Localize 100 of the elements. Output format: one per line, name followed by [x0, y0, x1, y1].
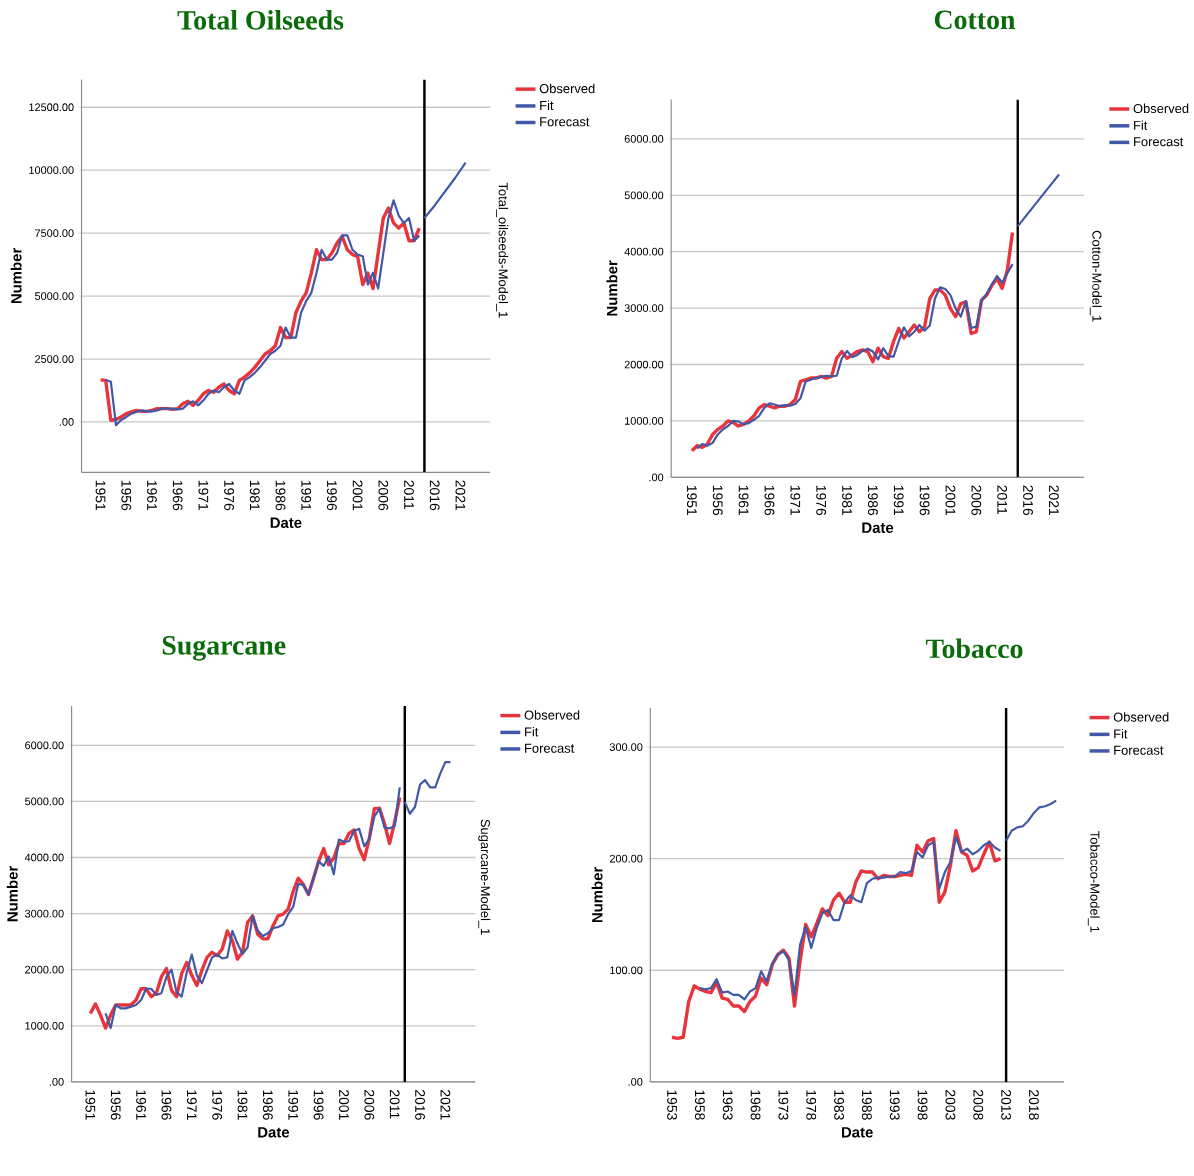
- legend-label: Forecast: [1134, 137, 1184, 147]
- y-tick-label: 4000.00: [24, 853, 64, 862]
- x-tick-label: 1986: [275, 480, 286, 510]
- x-tick-label: 1996: [919, 485, 930, 515]
- legend-label: Observed: [1133, 103, 1189, 113]
- text: Total_oilseeds-Model_1: [496, 182, 509, 318]
- y-tick-label: .00: [49, 1077, 64, 1086]
- text: Sugarcane-Model_1: [478, 819, 491, 935]
- legend-label: Observed: [524, 710, 580, 720]
- x-tick-label: 1983: [834, 1090, 844, 1120]
- y-tick-label: 2000.00: [624, 360, 664, 369]
- x-tick-label: 1986: [262, 1090, 273, 1120]
- x-tick-label: 2001: [352, 480, 363, 510]
- legend-label: Forecast: [540, 117, 590, 127]
- x-tick-label: 1986: [867, 485, 878, 515]
- x-tick-label: 1968: [750, 1090, 761, 1120]
- chart-title: Tobacco: [925, 638, 1023, 658]
- legend-label: Forecast: [1114, 745, 1164, 755]
- x-tick-label: 1993: [889, 1090, 900, 1120]
- x-tick-label: 1973: [778, 1090, 789, 1120]
- y-tick-label: 6000.00: [624, 134, 664, 143]
- x-tick-label: 1981: [842, 485, 852, 515]
- x-tick-label: 1963: [722, 1090, 733, 1120]
- y-tick-label: 5000.00: [624, 191, 664, 200]
- y-tick-label: 2500.00: [35, 354, 74, 363]
- line-series: [698, 836, 1002, 1001]
- x-tick-label: 1978: [806, 1090, 817, 1120]
- x-tick-label: 1971: [790, 485, 801, 515]
- x-tick-label: 1961: [738, 485, 749, 515]
- chart-title: Cotton: [934, 10, 1016, 30]
- y-tick-label: 1000.00: [25, 1021, 64, 1030]
- legend-label: Forecast: [525, 743, 575, 753]
- x-tick-label: 1991: [301, 480, 312, 510]
- y-tick-label: 4000.00: [624, 247, 664, 256]
- legend-label: Fit: [1134, 120, 1148, 130]
- x-tick-label: 1981: [249, 480, 260, 510]
- y-axis-title: Number: [591, 866, 603, 922]
- x-tick-label: 1956: [712, 485, 723, 515]
- x-tick-label: 2006: [378, 480, 389, 510]
- y-tick-label: 7500.00: [35, 229, 74, 237]
- x-tick-label: 2016: [1023, 485, 1033, 515]
- x-tick-label: 2001: [339, 1089, 349, 1120]
- x-tick-label: 2003: [945, 1089, 956, 1120]
- x-tick-label: 2021: [455, 480, 466, 510]
- x-tick-label: 1958: [694, 1090, 705, 1120]
- line-series: [403, 760, 452, 815]
- legend-label: Fit: [1114, 728, 1128, 739]
- y-tick-label: .00: [649, 473, 664, 482]
- x-tick-label: 1953: [667, 1090, 677, 1120]
- x-tick-label: 1966: [161, 1090, 172, 1120]
- y-tick-label: 2000.00: [25, 965, 64, 974]
- x-tick-label: 2011: [997, 485, 1008, 514]
- line-series: [1016, 173, 1061, 228]
- text: Cotton-Model_1: [1089, 230, 1102, 322]
- x-tick-label: 2001: [945, 485, 956, 515]
- x-axis-title: Date: [841, 1126, 873, 1138]
- x-tick-label: 2011: [389, 1089, 400, 1119]
- y-tick-label: 300.00: [609, 743, 643, 751]
- line-series: [1004, 799, 1058, 842]
- x-tick-label: 1998: [917, 1090, 928, 1120]
- legend-label: Observed: [1113, 712, 1169, 722]
- x-tick-label: 2016: [415, 1089, 425, 1120]
- x-tick-label: 1961: [147, 480, 157, 510]
- x-tick-label: 1971: [198, 480, 209, 510]
- chart-title: Sugarcane: [162, 635, 286, 661]
- x-axis-title: Date: [862, 522, 894, 533]
- y-tick-label: 1000.00: [625, 416, 664, 425]
- legend-label: Observed: [539, 83, 595, 94]
- x-tick-label: 1976: [224, 480, 235, 510]
- x-tick-label: 2008: [973, 1089, 984, 1120]
- x-tick-label: 1951: [85, 1090, 96, 1120]
- x-tick-label: 1951: [95, 480, 106, 510]
- x-axis-title: Date: [270, 517, 302, 528]
- y-tick-label: 12500.00: [29, 103, 74, 111]
- x-tick-label: 1971: [186, 1090, 197, 1120]
- x-tick-label: 1991: [893, 485, 904, 515]
- y-axis-title: Number: [606, 260, 618, 316]
- y-tick-label: 100.00: [610, 966, 643, 974]
- x-tick-label: 1976: [816, 485, 827, 515]
- x-tick-label: 2006: [971, 485, 982, 515]
- x-tick-label: 1956: [110, 1090, 121, 1120]
- y-axis-title: Number: [10, 247, 22, 303]
- x-tick-label: 2006: [364, 1089, 375, 1120]
- x-tick-label: 1981: [237, 1090, 248, 1120]
- y-axis-title: Number: [6, 865, 18, 921]
- y-tick-label: 6000.00: [25, 741, 64, 749]
- x-tick-label: 1996: [313, 1090, 324, 1120]
- x-tick-label: 1961: [136, 1090, 147, 1120]
- x-axis-title: Date: [258, 1126, 290, 1138]
- x-tick-label: 2016: [429, 480, 440, 510]
- y-tick-label: 10000.00: [29, 166, 74, 174]
- x-tick-label: 2021: [1048, 485, 1059, 515]
- x-tick-label: 2011: [404, 480, 414, 509]
- x-tick-label: 1951: [686, 485, 697, 515]
- y-tick-label: 200.00: [609, 854, 643, 863]
- y-tick-label: 5000.00: [34, 292, 74, 300]
- x-tick-label: 1966: [172, 480, 183, 510]
- legend-label: Fit: [540, 100, 554, 110]
- y-tick-label: 3000.00: [25, 909, 64, 918]
- legend-label: Fit: [525, 726, 539, 737]
